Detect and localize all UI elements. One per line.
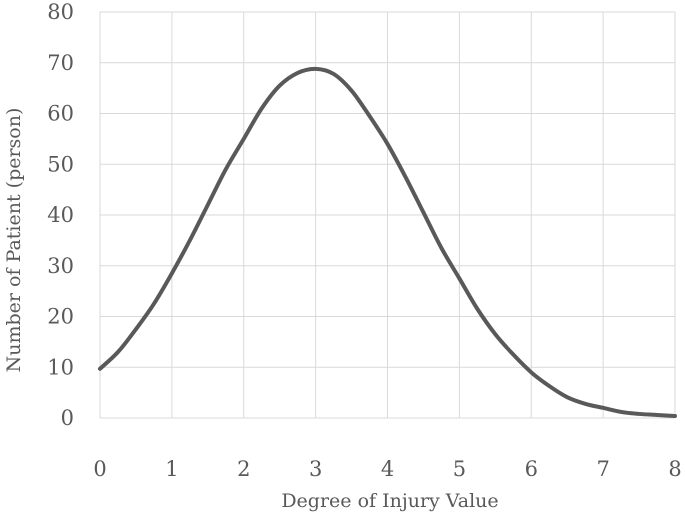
x-tick-label-1: 1	[165, 457, 178, 481]
y-tick-label-0: 0	[61, 406, 74, 430]
x-tick-label-8: 8	[668, 457, 681, 481]
x-tick-label-7: 7	[596, 457, 609, 481]
x-tick-labels: 0 1 2 3 4 5 6 7 8	[93, 457, 681, 481]
x-tick-label-2: 2	[237, 457, 250, 481]
y-tick-label-6: 60	[47, 102, 74, 126]
x-axis-title: Degree of Injury Value	[281, 490, 498, 512]
x-tick-label-3: 3	[309, 457, 322, 481]
grid	[99, 11, 676, 419]
x-tick-label-5: 5	[453, 457, 466, 481]
y-tick-label-2: 20	[47, 305, 74, 329]
y-tick-label-5: 50	[47, 152, 74, 176]
x-tick-label-4: 4	[381, 457, 394, 481]
y-tick-labels: 0 10 20 30 40 50 60 70 80	[47, 0, 74, 430]
y-tick-label-4: 40	[47, 203, 74, 227]
y-tick-label-1: 10	[47, 355, 74, 379]
series-layer	[98, 66, 677, 418]
y-tick-label-3: 30	[47, 254, 74, 278]
y-axis-title: Number of Patient (person)	[3, 108, 25, 373]
y-tick-label-7: 70	[47, 51, 74, 75]
x-tick-label-0: 0	[93, 457, 106, 481]
series-line-0	[98, 66, 677, 418]
x-tick-label-6: 6	[525, 457, 538, 481]
y-tick-label-8: 80	[47, 0, 74, 24]
